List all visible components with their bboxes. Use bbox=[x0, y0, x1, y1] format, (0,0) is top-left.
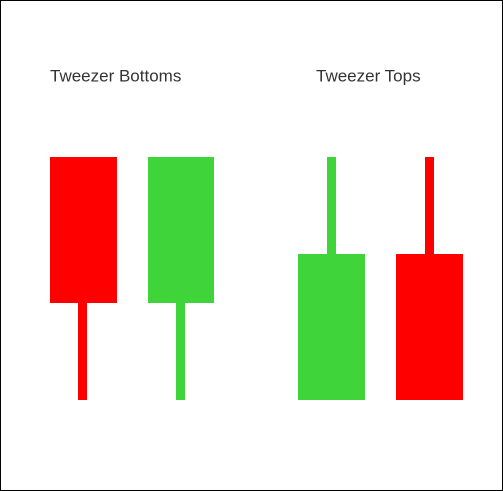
group-label: Tweezer Tops bbox=[316, 66, 421, 85]
candle-wick bbox=[176, 303, 185, 400]
candle-wick bbox=[327, 157, 336, 254]
candle-wick bbox=[78, 303, 87, 400]
candle-body bbox=[50, 157, 117, 303]
candle-body bbox=[396, 254, 463, 400]
candle-wick bbox=[425, 157, 434, 254]
candle-body bbox=[298, 254, 365, 400]
group-label: Tweezer Bottoms bbox=[50, 66, 181, 85]
candle-body bbox=[148, 157, 214, 303]
